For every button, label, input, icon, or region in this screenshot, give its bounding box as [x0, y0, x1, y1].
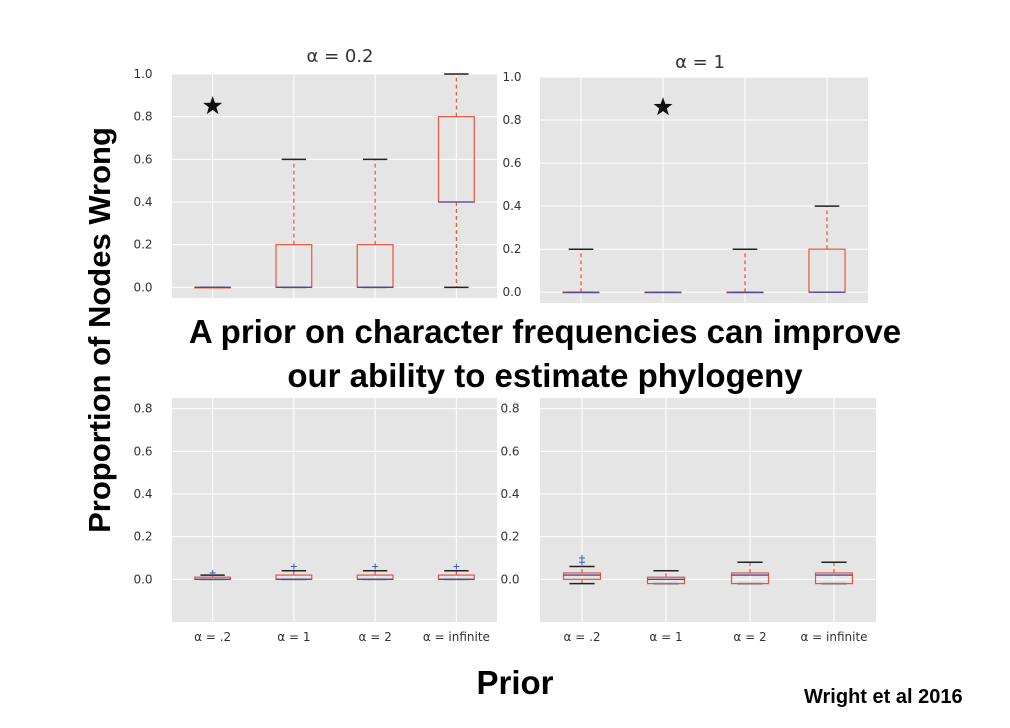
panel-title: α = 1	[675, 52, 725, 73]
x-tick-label: α = .2	[563, 630, 600, 644]
box-iqr	[562, 572, 602, 580]
box-4	[437, 73, 475, 289]
box-2	[644, 291, 682, 294]
x-tick-label: α = 2	[733, 630, 766, 644]
y-tick-label: 0.6	[133, 444, 152, 458]
star-marker	[653, 97, 673, 116]
plot-background	[172, 398, 497, 622]
box-plot-panel-bottom-left: 0.0 0.2 0.4 0.6 0.8 α = .2 α = 1 α = 2 α = infin…	[133, 398, 497, 644]
x-tick-label: α = infinite	[423, 630, 490, 644]
box-plot-panel-top-right: 0.0 0.2 0.4 0.6 0.8 1.0 α = 1	[502, 52, 868, 303]
box-2	[275, 158, 313, 289]
box-iqr	[646, 576, 686, 585]
citation: Wright et al 2016	[804, 686, 963, 708]
x-tick-label: α = 1	[277, 630, 310, 644]
outlier-marker	[290, 563, 297, 570]
y-tick-label: 1.0	[133, 67, 152, 81]
outlier-marker	[209, 569, 216, 576]
outlier-marker	[372, 563, 379, 570]
headline-line-1: A prior on character frequencies can imp…	[188, 313, 902, 350]
y-tick-label: 0.8	[502, 113, 521, 127]
y-tick-label: 0.2	[133, 530, 152, 544]
box-3	[356, 563, 394, 581]
y-tick-label: 0.4	[133, 487, 152, 501]
y-tick-label: 0.4	[500, 487, 519, 501]
plot-background	[172, 74, 497, 298]
box-4	[814, 561, 854, 585]
y-tick-label: 0.8	[500, 402, 519, 416]
box-1	[562, 555, 602, 585]
x-tick-label: α = infinite	[800, 630, 867, 644]
x-axis-label: Prior	[476, 664, 554, 701]
box-3	[356, 158, 394, 289]
outlier-marker	[579, 555, 585, 561]
box-1	[562, 248, 600, 294]
panel-title: α = 0.2	[306, 46, 373, 67]
y-tick-label: 0.6	[133, 152, 152, 166]
plot-background	[540, 77, 868, 303]
y-tick-label: 0.4	[133, 195, 152, 209]
y-tick-label: 0.8	[133, 110, 152, 124]
y-tick-label: 0.6	[500, 444, 519, 458]
y-tick-label: 1.0	[502, 70, 521, 84]
box-plot-panel-bottom-right: 0.0 0.2 0.4 0.6 0.8 α = .2 α = 1 α = 2 α = infin…	[500, 398, 876, 644]
y-tick-label: 0.6	[502, 156, 521, 170]
y-tick-label: 0.0	[133, 572, 152, 586]
box-iqr	[814, 572, 854, 585]
x-tick-label: α = 2	[359, 630, 392, 644]
x-tick-label: α = .2	[194, 630, 231, 644]
box-4	[437, 563, 475, 581]
box-2	[646, 570, 686, 585]
y-axis-label: Proportion of Nodes Wrong	[82, 127, 117, 533]
y-tick-label: 0.0	[133, 280, 152, 294]
y-tick-label: 0.4	[502, 199, 521, 213]
y-tick-label: 0.8	[133, 402, 152, 416]
box-iqr	[730, 572, 770, 585]
y-tick-label: 0.0	[502, 285, 521, 299]
y-tick-label: 0.2	[502, 242, 521, 256]
x-tick-label: α = 1	[649, 630, 682, 644]
headline-line-2: our ability to estimate phylogeny	[287, 357, 803, 394]
outlier-marker	[453, 563, 460, 570]
box-plot-panel-top-left: 0.0 0.2 0.4 0.6 0.8 1.0 α = 0.2	[133, 46, 497, 298]
y-tick-label: 0.2	[133, 238, 152, 252]
box-3	[726, 248, 764, 294]
y-tick-label: 0.2	[500, 530, 519, 544]
box-4	[808, 205, 846, 293]
box-1	[194, 286, 232, 289]
box-2	[275, 563, 313, 581]
plot-background	[540, 398, 876, 622]
box-3	[730, 561, 770, 585]
star-marker	[203, 96, 223, 115]
box-1	[194, 569, 232, 581]
y-tick-label: 0.0	[500, 572, 519, 586]
